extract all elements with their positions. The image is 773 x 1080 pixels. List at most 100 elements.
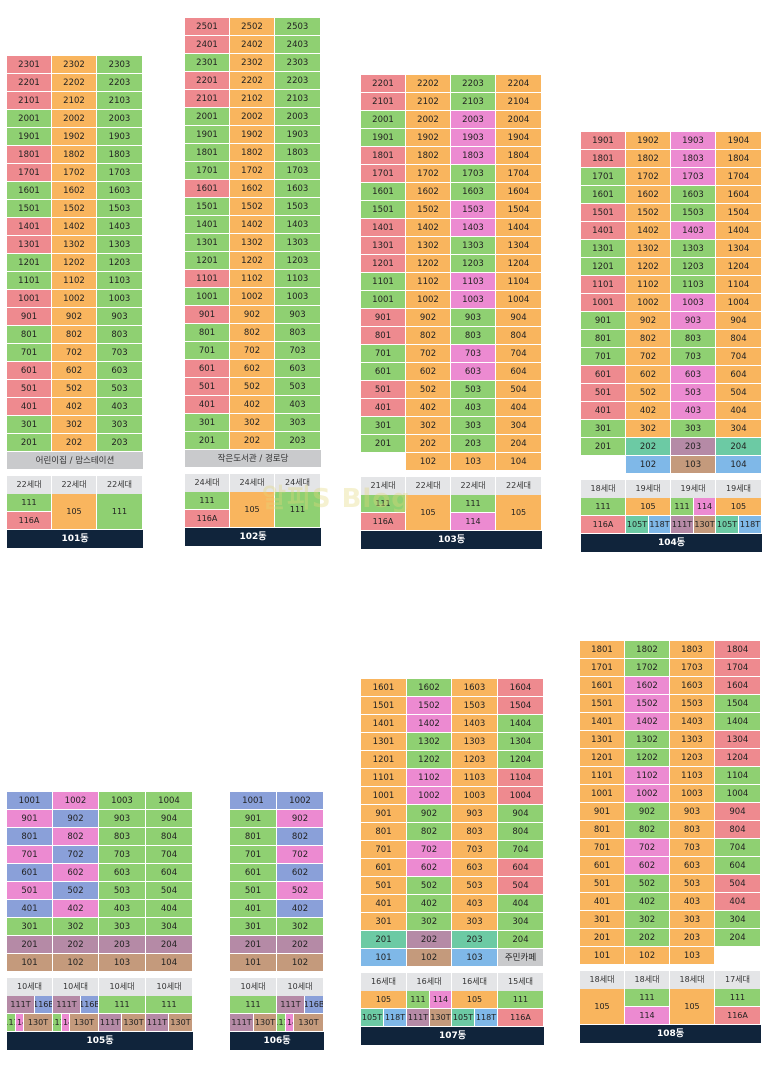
unit-cell: 603 xyxy=(452,859,498,877)
unit-cell: 301 xyxy=(185,414,230,432)
unit-cell: 504 xyxy=(716,384,762,402)
unit-cell: 303 xyxy=(99,918,146,936)
unit-cell: 404 xyxy=(146,900,193,918)
unit-cell: 1103 xyxy=(451,273,496,291)
unit-cell: 903 xyxy=(670,803,715,821)
unit-cell: 203 xyxy=(99,936,146,954)
household-count: 19세대 xyxy=(671,480,716,498)
unit-cell: 1702 xyxy=(52,164,97,182)
unit-type-cell: 105 xyxy=(716,498,762,516)
facility-label: 어린이집 / 맘스테이션 xyxy=(7,452,143,470)
building-104: 1901 1902 1903 1904 1801 1802 1803 1804 1701 1702… xyxy=(581,132,762,552)
unit-cell: 401 xyxy=(185,396,230,414)
household-count: 18세대 xyxy=(625,971,670,989)
unit-type-cell: 111 xyxy=(625,989,670,1007)
unit-cell: 2002 xyxy=(406,111,451,129)
unit-cell: 2203 xyxy=(275,72,321,90)
unit-cell: 2104 xyxy=(496,93,542,111)
unit-cell: 1201 xyxy=(7,254,52,272)
unit-cell: 1501 xyxy=(185,198,230,216)
unit-cell: 1904 xyxy=(716,132,762,150)
unit-cell: 202 xyxy=(407,931,452,949)
unit-cell: 304 xyxy=(498,913,544,931)
unit-cell: 802 xyxy=(277,828,324,846)
building-103: 2201 2202 2203 2204 2101 2102 2103 2104 2001 2002… xyxy=(361,75,542,549)
unit-type-cell: 114 xyxy=(286,1014,294,1032)
unit-cell: 103 xyxy=(670,947,715,965)
unit-cell: 1503 xyxy=(451,201,496,219)
household-count: 24세대 xyxy=(230,474,275,492)
unit-cell: 1203 xyxy=(451,255,496,273)
unit-cell: 501 xyxy=(581,384,626,402)
unit-type-cell: 111 xyxy=(277,1014,286,1032)
unit-cell: 204 xyxy=(716,438,762,456)
unit-type-cell: 105T xyxy=(361,1009,384,1027)
unit-cell: 주민카페 xyxy=(498,949,544,967)
unit-cell: 502 xyxy=(230,378,275,396)
unit-type-cell: 111 xyxy=(275,492,321,528)
unit-cell: 404 xyxy=(715,893,761,911)
unit-type-cell: 105 xyxy=(670,989,715,1025)
unit-cell: 1603 xyxy=(97,182,143,200)
unit-cell: 901 xyxy=(580,803,625,821)
unit-cell: 1401 xyxy=(7,218,52,236)
unit-cell: 801 xyxy=(580,821,625,839)
building-105: 1001 1002 1003 1004 901 902 903 904 801 802 803 804… xyxy=(7,792,193,1050)
unit-cell: 501 xyxy=(361,381,406,399)
floor-grid: 1801 1802 1803 1804 1701 1702 1703 1704 1601 1602… xyxy=(580,641,761,965)
unit-cell: 303 xyxy=(451,417,496,435)
unit-cell: 1301 xyxy=(361,237,406,255)
unit-type-cell: 114 xyxy=(694,498,716,516)
unit-cell: 1104 xyxy=(715,767,761,785)
unit-cell: 1101 xyxy=(361,769,407,787)
unit-cell: 1001 xyxy=(361,787,407,805)
unit-cell: 603 xyxy=(670,857,715,875)
unit-cell: 1404 xyxy=(715,713,761,731)
unit-cell: 2303 xyxy=(275,54,321,72)
unit-cell: 1503 xyxy=(275,198,321,216)
unit-cell: 2102 xyxy=(406,93,451,111)
unit-cell: 404 xyxy=(498,895,544,913)
unit-type-cell: 105 xyxy=(626,498,671,516)
unit-cell: 802 xyxy=(52,326,97,344)
unit-cell: 704 xyxy=(498,841,544,859)
unit-cell: 301 xyxy=(7,918,53,936)
unit-cell: 2402 xyxy=(230,36,275,54)
unit-cell: 601 xyxy=(7,864,53,882)
unit-cell: 204 xyxy=(715,929,761,947)
unit-cell: 802 xyxy=(626,330,671,348)
unit-cell: 902 xyxy=(625,803,670,821)
unit-cell: 1102 xyxy=(626,276,671,294)
unit-cell: 301 xyxy=(230,918,277,936)
unit-cell: 1901 xyxy=(581,132,626,150)
unit-cell: 2502 xyxy=(230,18,275,36)
unit-cell: 1603 xyxy=(275,180,321,198)
unit-type-cell: 118T xyxy=(649,516,671,534)
household-count: 18세대 xyxy=(580,971,625,989)
unit-cell: 1901 xyxy=(7,128,52,146)
unit-cell: 802 xyxy=(230,324,275,342)
unit-type-cell: 118T xyxy=(384,1009,407,1027)
unit-cell: 203 xyxy=(671,438,716,456)
building-106: 1001 1002 901 902 801 802 701 702 601 602 501 502 40… xyxy=(230,792,324,1050)
unit-cell: 102 xyxy=(277,954,324,972)
unit-type-cell: 105 xyxy=(580,989,625,1025)
unit-cell: 2302 xyxy=(52,56,97,74)
unit-cell: 1602 xyxy=(230,180,275,198)
unit-cell: 2301 xyxy=(185,54,230,72)
unit-cell: 1403 xyxy=(671,222,716,240)
unit-cell: 1504 xyxy=(716,204,762,222)
unit-cell: 1401 xyxy=(185,216,230,234)
unit-cell: 401 xyxy=(361,895,407,913)
unit-cell: 2201 xyxy=(185,72,230,90)
unit-cell: 401 xyxy=(230,900,277,918)
unit-cell: 901 xyxy=(7,308,52,326)
unit-cell: 501 xyxy=(580,875,625,893)
unit-cell: 601 xyxy=(361,859,407,877)
unit-cell: 1903 xyxy=(671,132,716,150)
unit-cell: 102 xyxy=(406,453,451,471)
unit-cell: 1001 xyxy=(580,785,625,803)
unit-type-cell: 105 xyxy=(52,494,97,530)
unit-cell: 603 xyxy=(451,363,496,381)
unit-cell: 1203 xyxy=(671,258,716,276)
